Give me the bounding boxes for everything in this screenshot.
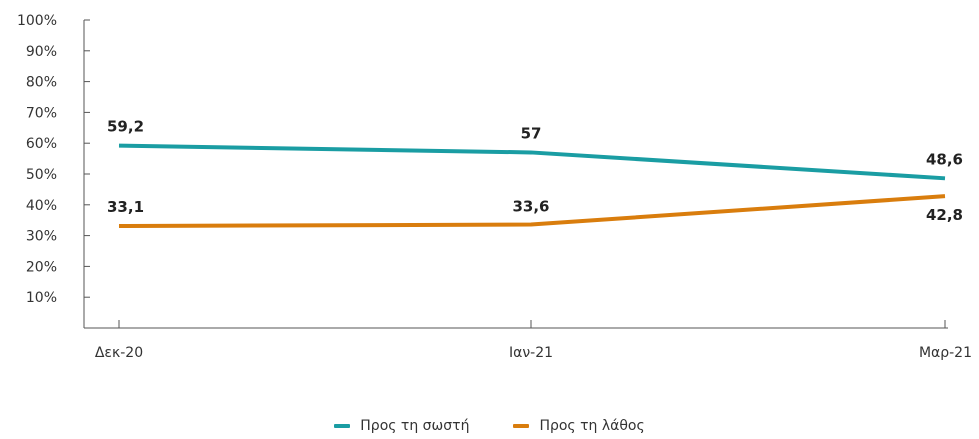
y-tick-label: 30% [26, 229, 57, 245]
legend-swatch-wrong [513, 424, 530, 428]
y-tick-label: 10% [26, 290, 57, 306]
legend-swatch-correct [334, 424, 351, 428]
y-tick-label: 60% [26, 136, 57, 152]
x-tick-label: Μαρ-21 [919, 345, 972, 361]
data-label: 33,1 [107, 198, 144, 216]
series-line [118, 143, 946, 181]
data-label: 48,6 [926, 150, 963, 168]
y-tick-label: 80% [26, 75, 57, 91]
legend-item-correct: Προς τη σωστή [334, 418, 469, 434]
data-label: 42,8 [926, 206, 963, 224]
y-tick-label: 90% [26, 44, 57, 60]
legend-label-correct: Προς τη σωστή [360, 418, 470, 434]
data-label: 59,2 [107, 118, 144, 136]
y-tick-label: 40% [26, 198, 57, 214]
data-label: 33,6 [512, 198, 549, 216]
legend: Προς τη σωστή Προς τη λάθος [0, 418, 979, 434]
legend-label-wrong: Προς τη λάθος [539, 418, 645, 434]
legend-item-wrong: Προς τη λάθος [513, 418, 645, 434]
y-tick-label: 20% [26, 259, 57, 275]
y-tick-label: 100% [17, 13, 57, 29]
y-tick-label: 70% [26, 105, 57, 121]
data-label: 57 [521, 124, 542, 142]
y-tick-label: 50% [26, 167, 57, 183]
x-tick-label: Ιαν-21 [509, 345, 553, 361]
x-tick-label: Δεκ-20 [95, 345, 143, 361]
